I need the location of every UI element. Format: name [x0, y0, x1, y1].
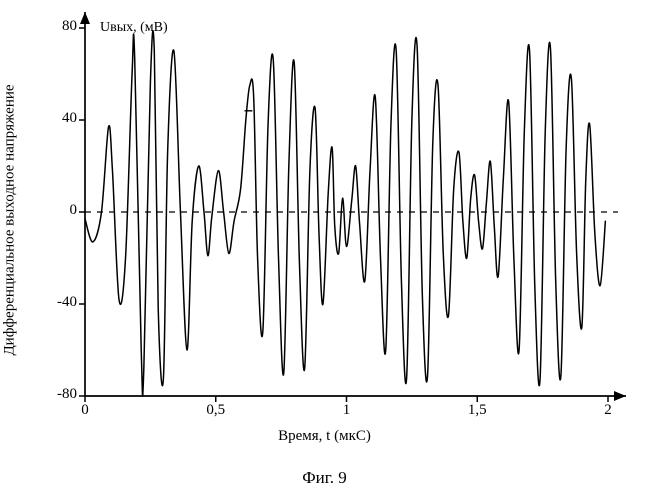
chart-container: Дифференциальное выходное напряжение Вре…: [0, 0, 649, 500]
chart-svg: [0, 0, 649, 500]
x-tick-label: 0: [65, 402, 105, 419]
x-tick-label: 0,5: [196, 402, 236, 419]
y-tick-label: 0: [45, 202, 77, 219]
y-tick-label: 80: [45, 18, 77, 35]
y-tick-label: -80: [45, 386, 77, 403]
y-tick-label: -40: [45, 294, 77, 311]
x-tick-label: 1,5: [457, 402, 497, 419]
y-tick-label: 40: [45, 110, 77, 127]
x-tick-label: 2: [588, 402, 628, 419]
x-tick-label: 1: [327, 402, 367, 419]
